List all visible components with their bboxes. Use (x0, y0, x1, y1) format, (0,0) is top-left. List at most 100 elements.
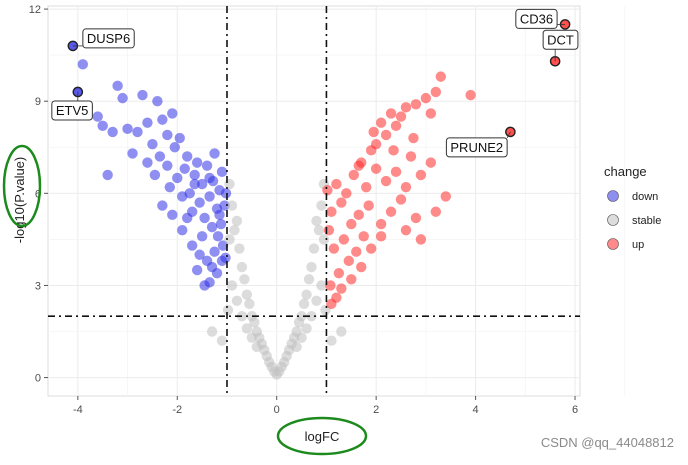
gene-label-text: PRUNE2 (450, 140, 503, 155)
data-point-up (380, 175, 392, 187)
data-point-stable (311, 215, 322, 227)
data-point-down (177, 224, 188, 236)
data-point-stable (316, 280, 327, 291)
gene-label-text: ETV5 (56, 103, 89, 118)
data-point-stable (224, 178, 235, 190)
data-point-up (425, 108, 437, 119)
data-point-up (375, 218, 387, 230)
data-point-up (363, 200, 374, 211)
data-point-down (162, 129, 173, 141)
gene-label-connector (506, 131, 511, 139)
data-point-down (214, 209, 225, 221)
data-point-stable (222, 304, 234, 316)
data-point-up (425, 157, 437, 168)
data-point-stable (316, 200, 327, 211)
data-point-stable (239, 274, 250, 285)
data-point-down (182, 151, 193, 162)
data-point-up (410, 99, 422, 110)
data-point-up (395, 194, 407, 205)
points-layer (67, 19, 571, 380)
data-point-stable (229, 224, 240, 236)
gene-label-text: DUSP6 (87, 31, 130, 46)
data-point-down (147, 138, 158, 150)
data-point-down (174, 132, 185, 144)
data-point-stable (226, 280, 238, 291)
data-point-down (182, 212, 193, 224)
x-axis-title-highlight (276, 416, 368, 456)
data-point-up (365, 145, 377, 156)
x-axis-title: logFC (305, 429, 340, 444)
data-point-up (356, 261, 367, 273)
data-point-stable (306, 261, 317, 273)
gene-label-box (445, 137, 508, 158)
data-point-up (353, 209, 364, 221)
data-point-up (385, 206, 397, 217)
data-point-down (77, 59, 89, 70)
x-tick-label: -4 (73, 404, 83, 416)
data-point-down (191, 264, 203, 276)
data-point-stable (231, 215, 243, 227)
data-point-down (179, 163, 190, 174)
data-point-up (380, 129, 392, 141)
data-point-stable (313, 224, 325, 236)
y-axis-title-highlight (2, 144, 42, 228)
data-point-down (107, 126, 118, 138)
data-point-down (162, 160, 173, 171)
data-point-up (400, 181, 412, 193)
data-point-up (405, 151, 417, 162)
data-point-down (164, 181, 176, 193)
data-point-stable (226, 200, 238, 211)
data-point-up (430, 86, 442, 98)
data-point-up (361, 181, 372, 193)
data-point-stable (318, 234, 330, 245)
data-point-stable (306, 310, 317, 322)
data-point-down (191, 157, 203, 168)
data-point-down (189, 169, 200, 181)
x-tick-label: 2 (373, 404, 379, 416)
data-point-up (358, 231, 369, 242)
data-point-up (338, 234, 350, 245)
data-point-up (440, 191, 451, 202)
data-point-stable (234, 243, 245, 254)
legend-key-stable (607, 214, 619, 226)
data-point-up (343, 255, 355, 267)
data-point-up (385, 108, 397, 119)
data-point-down (196, 231, 208, 242)
gene-label-dct: DCT (542, 29, 579, 62)
gene-label-box (515, 8, 558, 29)
data-point-down (189, 178, 200, 190)
data-point-down (154, 151, 166, 162)
y-tick-label: 3 (35, 280, 41, 292)
data-point-down (201, 160, 213, 171)
data-point-up (322, 185, 333, 196)
data-point-down (209, 246, 220, 257)
data-point-stable (291, 341, 302, 353)
gene-label-box (82, 28, 135, 49)
data-point-down (157, 200, 168, 211)
data-point-up (430, 206, 442, 217)
data-point-stable (236, 261, 248, 273)
data-point-up (368, 126, 379, 138)
data-point-down (102, 169, 113, 181)
data-point-stable (311, 295, 322, 307)
data-point-down (219, 200, 230, 211)
data-point-stable (303, 274, 315, 285)
data-point-stable (244, 298, 255, 310)
data-point-stable (241, 289, 253, 300)
threshold-lines (48, 6, 580, 396)
gene-label-cd36: CD36 (515, 8, 566, 29)
legend-title: change (604, 164, 647, 179)
legend-label-down: down (632, 191, 658, 203)
data-point-up (390, 166, 402, 178)
data-point-stable (296, 332, 307, 343)
gene-label-dusp6: DUSP6 (72, 28, 135, 49)
data-point-down (112, 80, 123, 92)
data-point-up (353, 160, 364, 171)
gene-label-text: CD36 (520, 11, 553, 26)
data-point-down (127, 148, 138, 159)
gene-label-prune2: PRUNE2 (445, 131, 511, 158)
data-point-up (326, 206, 337, 217)
watermark: CSDN @qq_44048812 (540, 435, 674, 450)
data-point-stable (246, 332, 258, 343)
